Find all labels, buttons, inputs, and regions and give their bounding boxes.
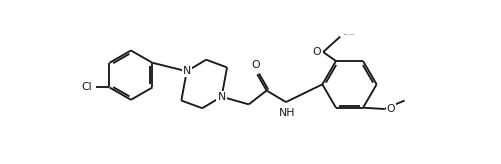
Text: methoxy_label1: methoxy_label1 [343,33,355,35]
Text: O: O [386,104,395,114]
Text: O: O [312,47,320,57]
Text: O: O [251,61,260,71]
Text: NH: NH [279,108,295,118]
Text: Cl: Cl [81,82,92,92]
Text: N: N [217,92,225,102]
Text: N: N [182,66,190,76]
